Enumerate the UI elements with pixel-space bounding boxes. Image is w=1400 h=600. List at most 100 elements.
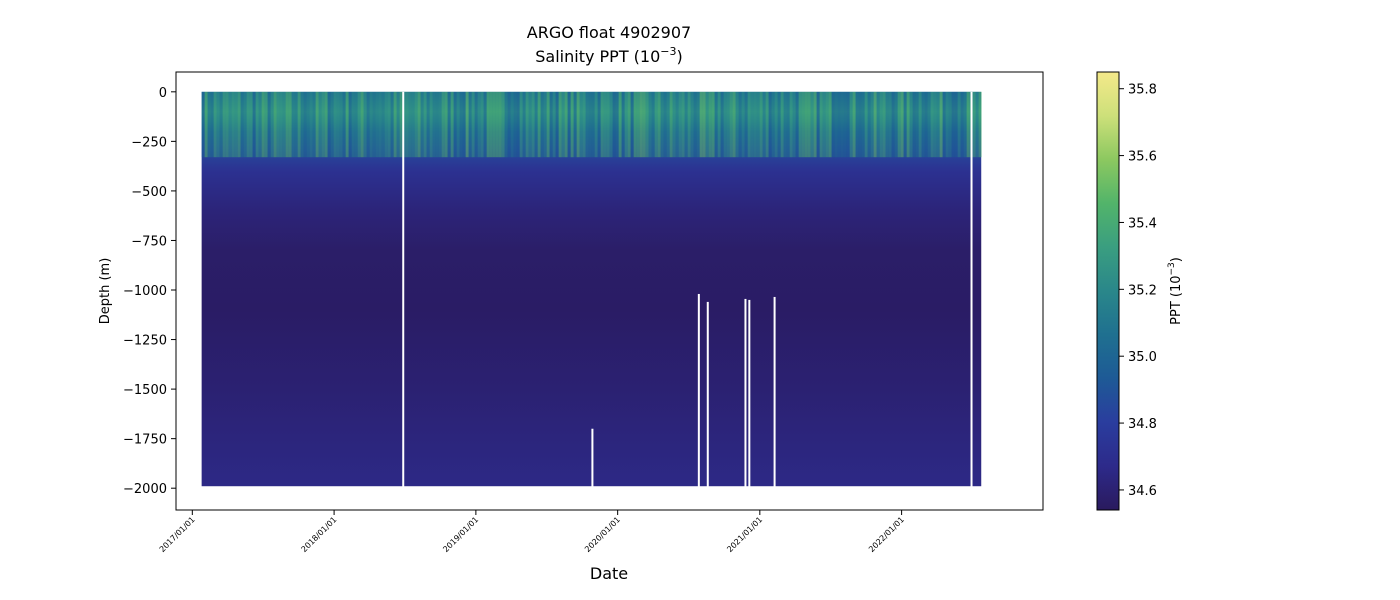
- profile-stripe: [660, 91, 664, 158]
- profile-stripe: [309, 91, 313, 158]
- profile-stripe: [213, 91, 217, 158]
- profile-stripe: [324, 91, 328, 158]
- profile-stripe: [852, 91, 856, 158]
- profile-stripe: [342, 91, 346, 158]
- profile-stripe: [441, 91, 445, 158]
- profile-stripe: [513, 91, 517, 158]
- profile-stripe: [201, 91, 205, 158]
- profile-stripe: [315, 91, 319, 158]
- profile-stripe: [621, 91, 625, 158]
- profile-stripe: [237, 91, 241, 158]
- profile-stripe: [750, 91, 754, 158]
- profile-gap: [402, 91, 405, 489]
- profile-stripe: [507, 91, 511, 158]
- profile-stripe: [936, 91, 940, 158]
- profile-stripe: [354, 91, 358, 158]
- profile-stripe: [249, 91, 253, 158]
- profile-stripe: [846, 91, 850, 158]
- profile-stripe: [819, 91, 823, 158]
- colorbar-tick-label: 35.2: [1128, 283, 1157, 298]
- profile-stripe: [954, 91, 958, 158]
- profile-stripe: [501, 91, 505, 158]
- x-tick-label: 2017/01/01: [158, 515, 197, 554]
- profile-stripe: [222, 91, 226, 158]
- profile-stripe: [465, 91, 469, 158]
- profile-stripe: [732, 91, 736, 158]
- profile-stripe: [930, 91, 934, 158]
- profile-stripe: [807, 91, 811, 158]
- profile-gap: [744, 298, 747, 489]
- profile-stripe: [468, 91, 472, 158]
- profile-stripe: [633, 91, 637, 158]
- y-axis: 0 −250 −500 −750 −1000 −1250 −1500 −1750 −2000: [123, 86, 176, 497]
- y-tick-label: −1250: [123, 334, 167, 349]
- profile-stripe: [654, 91, 658, 158]
- profile-stripe: [975, 91, 979, 158]
- profile-stripe: [720, 91, 724, 158]
- chart-title-line2-tail: ): [677, 47, 683, 66]
- profile-stripe: [966, 91, 970, 158]
- profile-stripe: [864, 91, 868, 158]
- profile-stripe: [624, 91, 628, 158]
- profile-stripe: [801, 91, 805, 158]
- colorbar-axis: 34.6 34.8 35.0 35.2 35.4 35.6 35.8: [1119, 83, 1157, 499]
- profile-stripe: [348, 91, 352, 158]
- profile-stripe: [747, 91, 751, 158]
- profile-stripe: [384, 91, 388, 158]
- profile-stripe: [777, 91, 781, 158]
- profile-stripe: [615, 91, 619, 158]
- x-tick-label: 2019/01/01: [441, 515, 480, 554]
- profile-stripe: [840, 91, 844, 158]
- profile-stripe: [675, 91, 679, 158]
- profile-stripe: [504, 91, 508, 158]
- profile-stripe: [378, 91, 382, 158]
- profile-stripe: [204, 91, 208, 158]
- profile-stripe: [741, 91, 745, 158]
- profile-stripe: [693, 91, 697, 158]
- profile-stripe: [645, 91, 649, 158]
- profile-stripe: [399, 91, 403, 158]
- profile-stripe: [477, 91, 481, 158]
- profile-stripe: [639, 91, 643, 158]
- profile-stripe: [927, 91, 931, 158]
- profile-stripe: [933, 91, 937, 158]
- profile-stripe: [816, 91, 820, 158]
- plot-frame: [175, 71, 1044, 511]
- profile-stripe: [240, 91, 244, 158]
- profile-gap: [773, 296, 776, 489]
- profile-stripe: [564, 91, 568, 158]
- profile-stripe: [810, 91, 814, 158]
- profile-stripe: [822, 91, 826, 158]
- profile-stripe: [909, 91, 913, 158]
- profile-stripe: [576, 91, 580, 158]
- profile-stripe: [669, 91, 673, 158]
- profile-stripe: [417, 91, 421, 158]
- profile-stripe: [375, 91, 379, 158]
- profile-stripe: [612, 91, 616, 158]
- profile-stripe: [330, 91, 334, 158]
- profile-stripe: [483, 91, 487, 158]
- profile-stripe: [489, 91, 493, 158]
- profile-stripe: [705, 91, 709, 158]
- profile-stripe: [900, 91, 904, 158]
- profile-stripe: [339, 91, 343, 158]
- profile-stripe: [756, 91, 760, 158]
- profile-stripe: [609, 91, 613, 158]
- profile-stripe: [351, 91, 355, 158]
- profile-stripe: [867, 91, 871, 158]
- profile-stripe: [648, 91, 652, 158]
- profile-stripe: [666, 91, 670, 158]
- profile-stripe: [828, 91, 832, 158]
- profile-stripe: [540, 91, 544, 158]
- colorbar-tick-label: 35.6: [1128, 150, 1157, 165]
- profile-stripe: [225, 91, 229, 158]
- profile-stripe: [963, 91, 967, 158]
- profile-stripe: [663, 91, 667, 158]
- profile-stripe: [792, 91, 796, 158]
- profile-stripe: [255, 91, 259, 158]
- profile-stripe: [765, 91, 769, 158]
- profile-stripe: [861, 91, 865, 158]
- profile-stripe: [234, 91, 238, 158]
- profile-stripe: [891, 91, 895, 158]
- profile-stripe: [420, 91, 424, 158]
